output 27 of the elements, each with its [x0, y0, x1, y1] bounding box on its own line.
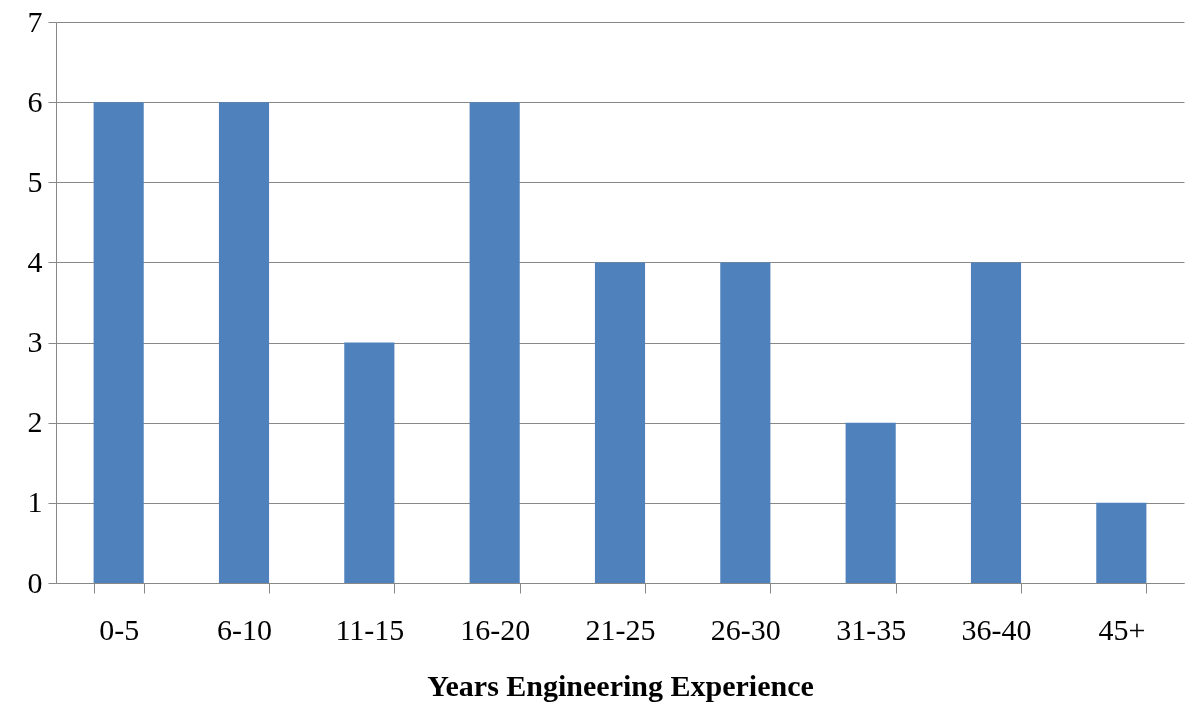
x-tick-label: 45+: [1098, 612, 1146, 646]
x-tick-label: 11-15: [335, 612, 405, 646]
x-tick-label: 0-5: [99, 612, 140, 646]
x-tick-label: 21-25: [585, 612, 656, 646]
y-tick-label: 4: [27, 244, 43, 278]
bar: [845, 422, 896, 583]
x-tick-label: 6-10: [217, 612, 272, 646]
bar: [469, 102, 520, 583]
x-tick-label: 26-30: [710, 612, 781, 646]
y-tick-label: 2: [27, 405, 43, 439]
y-tick-label: 0: [27, 565, 43, 599]
y-tick-label: 1: [27, 485, 43, 519]
bar: [1096, 502, 1147, 583]
bar: [720, 262, 771, 583]
y-tick-label: 5: [27, 164, 43, 198]
bar: [218, 102, 270, 583]
bar: [594, 262, 646, 583]
bar: [344, 342, 395, 583]
x-axis-title: Years Engineering Experience: [427, 668, 814, 702]
bar: [93, 102, 144, 583]
y-tick-label: 7: [27, 4, 43, 38]
x-tick-label: 36-40: [961, 612, 1032, 646]
y-tick-label: 3: [27, 325, 43, 359]
bar: [970, 262, 1022, 583]
x-tick-label: 31-35: [836, 612, 907, 646]
y-tick-label: 6: [27, 84, 43, 118]
x-tick-label: 16-20: [460, 612, 531, 646]
